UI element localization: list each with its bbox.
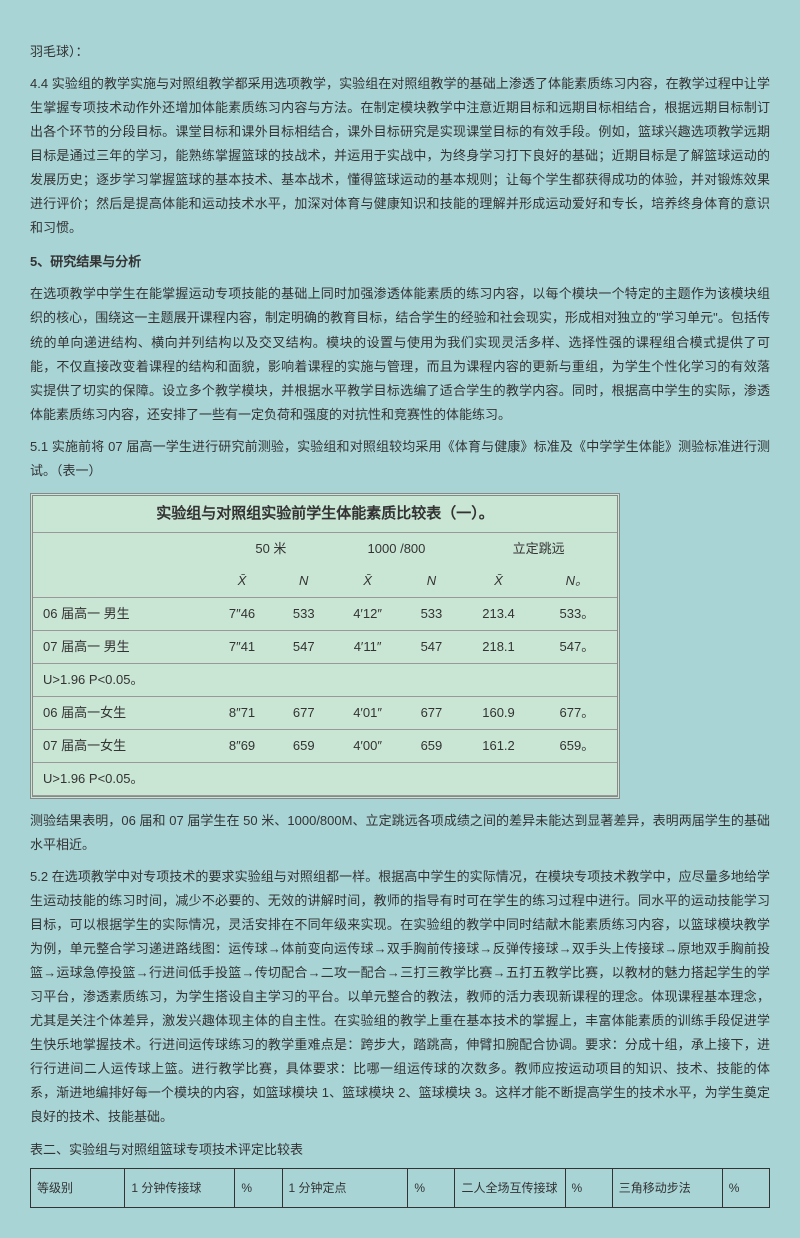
col-group-50m: 50 米 [209, 532, 332, 565]
table-1: 实验组与对照组实验前学生体能素质比较表（一）。 50 米 1000 /800 立… [30, 493, 620, 799]
section-5-heading: 5、研究结果与分析 [30, 250, 770, 274]
cell: 8″69 [209, 729, 275, 762]
cell: 160.9 [460, 696, 536, 729]
cell: 8″71 [209, 696, 275, 729]
table-2: 等级别 1 分钟传接球 % 1 分钟定点 % 二人全场互传接球 % 三角移动步法… [30, 1168, 770, 1208]
table-2-caption: 表二、实验组与对照组篮球专项技术评定比较表 [30, 1138, 770, 1162]
cell: 547。 [537, 630, 617, 663]
row-label: U>1.96 P<0.05。 [33, 762, 617, 795]
sub-h: X̄ [333, 565, 403, 598]
row-label: 06 届高一女生 [33, 696, 209, 729]
para-4-4: 4.4 实验组的教学实施与对照组教学都采用选项教学，实验组在对照组教学的基础上渗… [30, 72, 770, 240]
cell: 533 [275, 597, 333, 630]
intro-line: 羽毛球）： [30, 40, 770, 64]
row-label: 06 届高一 男生 [33, 597, 209, 630]
cell: 4′12″ [333, 597, 403, 630]
after-table1-para1: 测验结果表明，06 届和 07 届学生在 50 米、1000/800M、立定跳远… [30, 809, 770, 857]
t2-h4: % [408, 1168, 455, 1207]
cell: 677。 [537, 696, 617, 729]
t2-h2: % [235, 1168, 282, 1207]
t2-h8: % [722, 1168, 769, 1207]
cell: 659 [275, 729, 333, 762]
cell: 7″46 [209, 597, 275, 630]
cell: 677 [403, 696, 461, 729]
col-group-1000: 1000 /800 [333, 532, 461, 565]
cell: 677 [275, 696, 333, 729]
cell: 659。 [537, 729, 617, 762]
section-5-para1: 在选项教学中学生在能掌握运动专项技能的基础上同时加强渗透体能素质的练习内容，以每… [30, 282, 770, 426]
cell: 161.2 [460, 729, 536, 762]
para-5-2: 5.2 在选项教学中对专项技术的要求实验组与对照组都一样。根据高中学生的实际情况… [30, 865, 770, 1130]
cell: 4′11″ [333, 630, 403, 663]
sub-h: X̄ [209, 565, 275, 598]
row-label: 07 届高一女生 [33, 729, 209, 762]
cell: 547 [275, 630, 333, 663]
table-1-title: 实验组与对照组实验前学生体能素质比较表（一）。 [33, 496, 617, 532]
row-label: U>1.96 P<0.05。 [33, 663, 617, 696]
t2-h7: 三角移动步法 [612, 1168, 722, 1207]
cell: 218.1 [460, 630, 536, 663]
cell: 533。 [537, 597, 617, 630]
row-label: 07 届高一 男生 [33, 630, 209, 663]
cell: 4′00″ [333, 729, 403, 762]
cell: 547 [403, 630, 461, 663]
cell: 7″41 [209, 630, 275, 663]
t2-h5: 二人全场互传接球 [455, 1168, 565, 1207]
sub-h: N [403, 565, 461, 598]
cell: 4′01″ [333, 696, 403, 729]
t2-h6: % [565, 1168, 612, 1207]
t2-h1: 1 分钟传接球 [125, 1168, 235, 1207]
para-5-1: 5.1 实施前将 07 届高一学生进行研究前测验，实验组和对照组较均采用《体育与… [30, 435, 770, 483]
t2-h0: 等级别 [31, 1168, 125, 1207]
col-group-jump: 立定跳远 [460, 532, 617, 565]
cell: 659 [403, 729, 461, 762]
cell: 533 [403, 597, 461, 630]
sub-h: N。 [537, 565, 617, 598]
t2-h3: 1 分钟定点 [282, 1168, 408, 1207]
sub-h: X̄ [460, 565, 536, 598]
sub-h: N [275, 565, 333, 598]
cell: 213.4 [460, 597, 536, 630]
